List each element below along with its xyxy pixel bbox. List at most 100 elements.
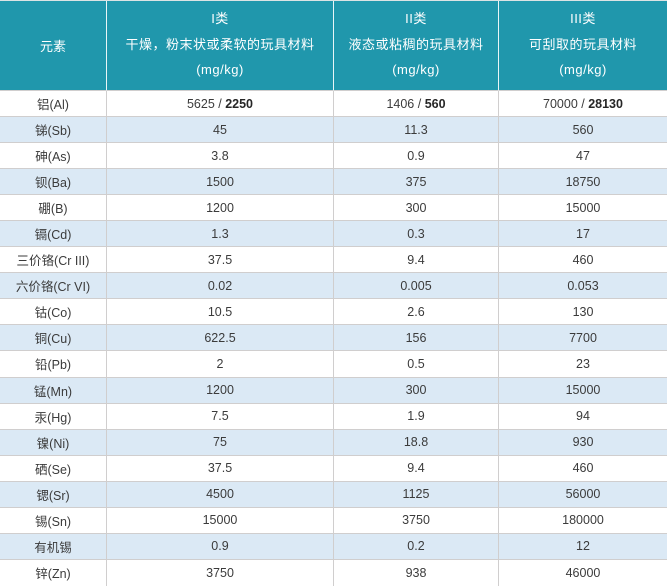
value-cell-class-1: 37.5 bbox=[107, 247, 334, 274]
value-cell-class-1: 622.5 bbox=[107, 325, 334, 352]
value-cell-class-1: 45 bbox=[107, 117, 334, 144]
value-cell-class-3: 7700 bbox=[499, 325, 667, 352]
table-row: 硼(B) 1200 300 15000 bbox=[0, 195, 667, 222]
table-row: 镉(Cd) 1.3 0.3 17 bbox=[0, 221, 667, 248]
table-row: 汞(Hg) 7.5 1.9 94 bbox=[0, 403, 667, 430]
value-bold-text: 560 bbox=[424, 96, 446, 111]
value-text: 37.5 bbox=[207, 461, 233, 476]
value-text: 460 bbox=[572, 252, 594, 267]
value-cell-class-1: 3.8 bbox=[107, 143, 334, 170]
value-cell-class-1: 1200 bbox=[107, 195, 334, 222]
element-cell: 三价铬(Cr III) bbox=[0, 247, 107, 274]
value-cell-class-2: 0.2 bbox=[334, 533, 499, 560]
value-cell-class-2: 300 bbox=[334, 195, 499, 222]
value-text: 47 bbox=[576, 148, 590, 163]
value-cell-class-3: 12 bbox=[499, 533, 667, 560]
class-3-unit: (mg/kg) bbox=[559, 62, 607, 78]
value-text: 0.9 bbox=[211, 539, 229, 554]
value-text: 15000 bbox=[565, 383, 601, 398]
value-cell-class-3: 94 bbox=[499, 403, 667, 430]
value-text: 10.5 bbox=[207, 304, 233, 319]
table-row: 钡(Ba) 1500 375 18750 bbox=[0, 169, 667, 196]
value-text: 0.3 bbox=[407, 226, 425, 241]
table-row: 钴(Co) 10.5 2.6 130 bbox=[0, 299, 667, 326]
value-cell-class-3: 130 bbox=[499, 299, 667, 326]
element-cell: 硼(B) bbox=[0, 195, 107, 222]
value-cell-class-2: 938 bbox=[334, 559, 499, 586]
value-text: 460 bbox=[572, 461, 594, 476]
header-cell-class-3: III类 可刮取的玩具材料 (mg/kg) bbox=[499, 1, 667, 91]
table-row: 有机锡 0.9 0.2 12 bbox=[0, 533, 667, 560]
value-text: 18.8 bbox=[403, 435, 429, 450]
table-row: 铜(Cu) 622.5 156 7700 bbox=[0, 325, 667, 352]
value-cell-class-2: 0.005 bbox=[334, 273, 499, 300]
value-text: 0.9 bbox=[407, 148, 425, 163]
value-text: 15000 bbox=[565, 200, 601, 215]
value-cell-class-3: 15000 bbox=[499, 195, 667, 222]
value-cell-class-3: 18750 bbox=[499, 169, 667, 196]
header-stack-class-2: II类 液态或粘稠的玩具材料 (mg/kg) bbox=[334, 1, 498, 90]
element-cell: 砷(As) bbox=[0, 143, 107, 170]
value-cell-class-2: 1125 bbox=[334, 481, 499, 508]
value-text: 3.8 bbox=[211, 148, 229, 163]
value-cell-class-3: 47 bbox=[499, 143, 667, 170]
value-cell-class-3: 56000 bbox=[499, 481, 667, 508]
table-row: 锶(Sr) 4500 1125 56000 bbox=[0, 481, 667, 508]
value-cell-class-2: 0.9 bbox=[334, 143, 499, 170]
element-cell: 铜(Cu) bbox=[0, 325, 107, 352]
class-3-description: 可刮取的玩具材料 bbox=[528, 36, 637, 52]
value-cell-class-1: 1500 bbox=[107, 169, 334, 196]
element-cell: 有机锡 bbox=[0, 533, 107, 560]
value-text: 156 bbox=[405, 330, 427, 345]
value-cell-class-1: 7.5 bbox=[107, 403, 334, 430]
value-cell-class-1: 0.02 bbox=[107, 273, 334, 300]
value-text: 130 bbox=[572, 304, 594, 319]
class-1-unit: (mg/kg) bbox=[196, 62, 244, 78]
table-row: 硒(Se) 37.5 9.4 460 bbox=[0, 455, 667, 482]
value-cell-class-2: 375 bbox=[334, 169, 499, 196]
value-text: 94 bbox=[576, 409, 590, 424]
value-cell-class-1: 15000 bbox=[107, 507, 334, 534]
element-cell: 汞(Hg) bbox=[0, 403, 107, 430]
element-cell: 镉(Cd) bbox=[0, 221, 107, 248]
element-cell: 铝(Al) bbox=[0, 91, 107, 118]
value-cell-class-1: 37.5 bbox=[107, 455, 334, 482]
table-row: 铝(Al) 5625 / 2250 1406 / 560 70000 / 281… bbox=[0, 91, 667, 118]
value-text: 18750 bbox=[565, 174, 601, 189]
value-cell-class-2: 156 bbox=[334, 325, 499, 352]
value-text: 622.5 bbox=[204, 330, 236, 345]
value-text: 180000 bbox=[562, 513, 604, 528]
value-text: 70000 / bbox=[543, 96, 589, 111]
value-cell-class-2: 9.4 bbox=[334, 247, 499, 274]
value-cell-class-3: 180000 bbox=[499, 507, 667, 534]
value-text: 2.6 bbox=[407, 304, 425, 319]
table-row: 铅(Pb) 2 0.5 23 bbox=[0, 351, 667, 378]
value-text: 23 bbox=[576, 356, 590, 371]
element-cell: 锌(Zn) bbox=[0, 559, 107, 586]
value-text: 2 bbox=[216, 356, 224, 371]
class-2-unit: (mg/kg) bbox=[392, 62, 440, 78]
value-text: 938 bbox=[405, 565, 427, 580]
value-cell-class-1: 4500 bbox=[107, 481, 334, 508]
value-cell-class-2: 2.6 bbox=[334, 299, 499, 326]
value-cell-class-3: 17 bbox=[499, 221, 667, 248]
value-cell-class-2: 18.8 bbox=[334, 429, 499, 456]
value-text: 0.053 bbox=[567, 278, 599, 293]
element-cell: 锰(Mn) bbox=[0, 377, 107, 404]
value-bold-text: 2250 bbox=[225, 96, 254, 111]
value-cell-class-1: 1.3 bbox=[107, 221, 334, 248]
value-text: 9.4 bbox=[407, 461, 425, 476]
element-cell: 镍(Ni) bbox=[0, 429, 107, 456]
value-cell-class-3: 560 bbox=[499, 117, 667, 144]
value-cell-class-3: 460 bbox=[499, 247, 667, 274]
value-cell-class-2: 11.3 bbox=[334, 117, 499, 144]
value-text: 375 bbox=[405, 174, 427, 189]
value-text: 930 bbox=[572, 435, 594, 450]
header-cell-class-1: I类 干燥，粉末状或柔软的玩具材料 (mg/kg) bbox=[107, 1, 334, 91]
value-cell-class-2: 1406 / 560 bbox=[334, 91, 499, 118]
header-row: 元素 I类 干燥，粉末状或柔软的玩具材料 (mg/kg) II类 液态或粘稠的玩… bbox=[0, 1, 667, 91]
value-cell-class-2: 0.3 bbox=[334, 221, 499, 248]
value-text: 75 bbox=[213, 435, 227, 450]
table-row: 锌(Zn) 3750 938 46000 bbox=[0, 559, 667, 586]
